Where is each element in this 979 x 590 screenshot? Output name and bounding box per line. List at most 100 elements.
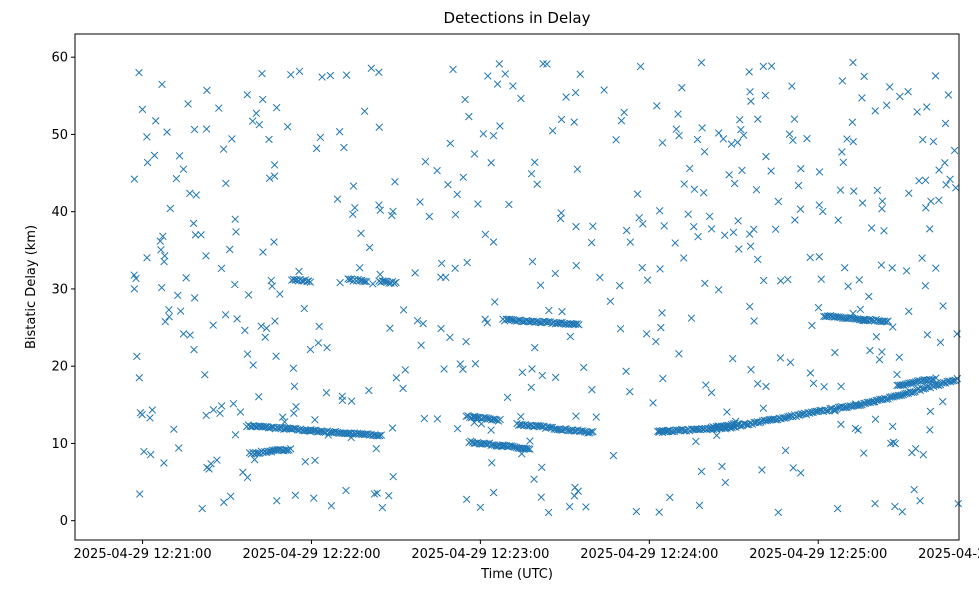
x-tick-label: 2025-04-29 12:24:00 bbox=[580, 547, 718, 562]
detection-marker bbox=[738, 166, 746, 175]
detection-marker bbox=[896, 92, 904, 101]
detection-marker bbox=[146, 414, 154, 422]
detection-marker bbox=[702, 381, 710, 389]
detection-marker bbox=[817, 275, 826, 283]
detection-marker bbox=[375, 123, 383, 131]
detection-marker bbox=[693, 135, 702, 144]
detection-marker bbox=[575, 320, 583, 329]
detection-marker bbox=[719, 135, 728, 143]
detection-marker bbox=[806, 253, 814, 262]
detection-marker bbox=[754, 115, 762, 123]
detection-marker bbox=[138, 105, 147, 114]
detection-marker bbox=[150, 151, 159, 160]
detection-marker bbox=[179, 330, 188, 338]
detection-marker bbox=[536, 422, 545, 430]
x-axis-title: Time (UTC) bbox=[480, 567, 553, 582]
detection-marker bbox=[130, 271, 138, 279]
detection-marker bbox=[860, 72, 868, 81]
detection-marker bbox=[692, 437, 700, 446]
detection-marker bbox=[843, 135, 851, 143]
detection-marker bbox=[758, 466, 766, 474]
detection-marker bbox=[283, 123, 292, 131]
detection-marker bbox=[133, 352, 141, 361]
detection-marker bbox=[790, 115, 799, 123]
detection-marker bbox=[904, 307, 913, 316]
detection-marker bbox=[852, 400, 860, 408]
detection-marker bbox=[232, 228, 240, 236]
detection-marker bbox=[509, 82, 517, 90]
detection-marker bbox=[289, 275, 298, 284]
detection-marker bbox=[254, 392, 263, 401]
y-axis: 0 10 20 30 40 50 60 bbox=[51, 51, 75, 529]
detection-marker bbox=[316, 133, 325, 142]
detection-marker bbox=[166, 204, 175, 213]
detection-marker bbox=[860, 316, 868, 325]
detection-marker bbox=[942, 181, 950, 189]
detection-marker bbox=[803, 134, 811, 143]
detection-marker bbox=[747, 97, 755, 106]
detection-marker bbox=[437, 259, 446, 268]
detection-marker bbox=[871, 499, 879, 508]
detection-marker bbox=[929, 137, 938, 146]
detection-marker bbox=[684, 210, 693, 218]
detection-marker bbox=[365, 386, 373, 395]
detection-marker bbox=[231, 215, 239, 223]
detection-marker bbox=[451, 264, 459, 273]
detection-marker bbox=[882, 395, 891, 403]
detection-marker bbox=[476, 503, 485, 512]
detection-marker bbox=[904, 87, 912, 96]
detection-marker bbox=[202, 411, 210, 420]
detection-marker bbox=[282, 425, 291, 433]
detection-marker bbox=[714, 286, 723, 294]
detection-marker bbox=[734, 217, 742, 225]
detection-marker bbox=[587, 428, 596, 436]
detection-marker bbox=[750, 317, 758, 325]
detection-marker bbox=[796, 469, 805, 477]
detection-marker bbox=[794, 181, 803, 190]
detection-marker bbox=[528, 365, 536, 373]
detection-marker bbox=[838, 148, 846, 156]
detection-marker bbox=[163, 128, 171, 136]
detection-marker bbox=[573, 165, 582, 173]
detection-marker bbox=[236, 408, 245, 416]
y-tick-label: 0 bbox=[60, 514, 68, 529]
detection-marker bbox=[887, 439, 895, 448]
detection-marker bbox=[570, 492, 579, 500]
detection-marker bbox=[557, 209, 566, 217]
detection-marker bbox=[190, 294, 199, 302]
detection-marker bbox=[175, 152, 184, 160]
detection-marker bbox=[360, 107, 369, 115]
detection-marker bbox=[481, 315, 489, 323]
detection-marker bbox=[347, 433, 355, 442]
detection-marker bbox=[349, 210, 357, 218]
detection-marker bbox=[918, 384, 926, 393]
detection-marker bbox=[488, 458, 496, 467]
detection-marker bbox=[170, 425, 178, 433]
detection-marker bbox=[935, 166, 943, 174]
detection-marker bbox=[570, 118, 578, 126]
detection-marker bbox=[739, 131, 748, 139]
detection-marker bbox=[745, 302, 754, 311]
detection-marker bbox=[839, 158, 848, 167]
detection-marker bbox=[880, 226, 888, 235]
detection-marker bbox=[566, 332, 575, 341]
detection-marker bbox=[707, 225, 716, 233]
detection-marker bbox=[831, 407, 839, 415]
detection-marker bbox=[592, 413, 600, 421]
detection-marker bbox=[622, 367, 630, 376]
detection-marker bbox=[270, 238, 278, 246]
detection-marker bbox=[931, 72, 940, 80]
detection-marker bbox=[453, 190, 462, 199]
detection-marker bbox=[481, 230, 490, 239]
detection-marker bbox=[671, 239, 679, 247]
detection-marker bbox=[875, 355, 884, 364]
detection-marker bbox=[259, 422, 268, 431]
detection-marker bbox=[276, 290, 284, 298]
detection-marker bbox=[392, 374, 401, 382]
detection-marker bbox=[849, 137, 858, 146]
detection-marker bbox=[385, 491, 393, 500]
detection-marker bbox=[265, 174, 274, 182]
detection-marker bbox=[950, 146, 959, 155]
detection-marker bbox=[941, 158, 949, 167]
